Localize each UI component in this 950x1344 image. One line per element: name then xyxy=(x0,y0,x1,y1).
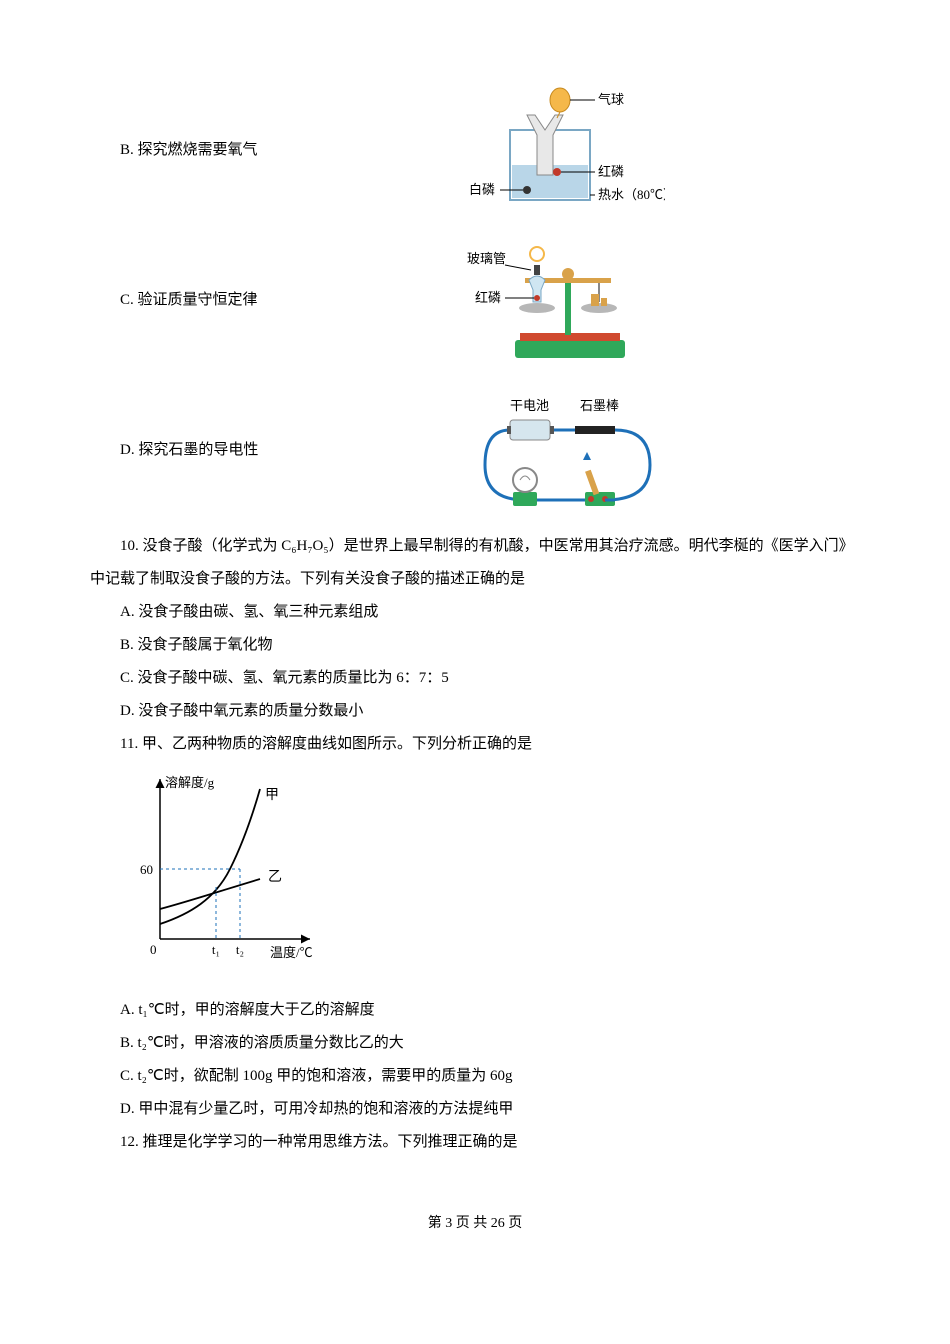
q9-d-diagram: 干电池 石墨棒 xyxy=(270,380,860,520)
q11-text: 11. 甲、乙两种物质的溶解度曲线如图所示。下列分析正确的是 xyxy=(90,728,860,761)
rp-label: 红磷 xyxy=(598,164,624,179)
balloon-label: 气球 xyxy=(598,92,624,107)
rp-label-c: 红磷 xyxy=(475,290,501,305)
q9-option-c-row: C. 验证质量守恒定律 玻璃管 xyxy=(90,230,860,370)
q9-c-label: C. 验证质量守恒定律 xyxy=(90,284,270,317)
q11-b: B. t₂℃时，甲溶液的溶质质量分数比乙的大 xyxy=(90,1027,860,1060)
q9-option-d-row: D. 探究石墨的导电性 干电池 石墨棒 xyxy=(90,380,860,520)
q10-c: C. 没食子酸中碳、氢、氧元素的质量比为 6：7：5 xyxy=(90,662,860,695)
battery-label: 干电池 xyxy=(510,398,549,413)
q9-b-label: B. 探究燃烧需要氧气 xyxy=(90,134,270,167)
wp-label: 白磷 xyxy=(469,182,495,197)
q10-text: 10. 没食子酸（化学式为 C₆H₇O₅）是世界上最早制得的有机酸，中医常用其治… xyxy=(90,530,860,596)
q11-d: D. 甲中混有少量乙时，可用冷却热的饱和溶液的方法提纯甲 xyxy=(90,1093,860,1126)
xlabel: 温度/℃ xyxy=(270,945,313,960)
q9-c-diagram: 玻璃管 红磷 xyxy=(270,230,860,370)
q11-a: A. t₁℃时，甲的溶解度大于乙的溶解度 xyxy=(90,994,860,1027)
q9-b-diagram: 气球 红磷 白磷 热水（80℃） xyxy=(270,80,860,220)
q12-text: 12. 推理是化学学习的一种常用思维方法。下列推理正确的是 xyxy=(90,1126,860,1159)
series-jia: 甲 xyxy=(265,788,279,803)
q10-b: B. 没食子酸属于氧化物 xyxy=(90,629,860,662)
page-footer: 第 3 页 共 26 页 xyxy=(90,1209,860,1240)
series-yi: 乙 xyxy=(268,869,282,885)
q11-c: C. t₂℃时，欲配制 100g 甲的饱和溶液，需要甲的质量为 60g xyxy=(90,1060,860,1093)
glass-label: 玻璃管 xyxy=(467,251,506,266)
origin: 0 xyxy=(150,942,157,957)
ytick-60: 60 xyxy=(140,862,153,877)
q10-a: A. 没食子酸由碳、氢、氧三种元素组成 xyxy=(90,596,860,629)
q11-chart: 溶解度/g 甲 乙 60 0 t₁ t₂ 温度/℃ xyxy=(90,769,860,982)
q9-option-b-row: B. 探究燃烧需要氧气 气球 红磷 白磷 热水（80℃） xyxy=(90,80,860,220)
q10-d: D. 没食子酸中氧元素的质量分数最小 xyxy=(90,695,860,728)
xtick-t1: t₁ xyxy=(212,942,220,957)
graphite-label: 石墨棒 xyxy=(580,398,619,413)
q9-d-label: D. 探究石墨的导电性 xyxy=(90,434,270,467)
hotwater-label: 热水（80℃） xyxy=(598,187,665,202)
xtick-t2: t₂ xyxy=(236,942,244,957)
ylabel: 溶解度/g xyxy=(165,775,215,790)
